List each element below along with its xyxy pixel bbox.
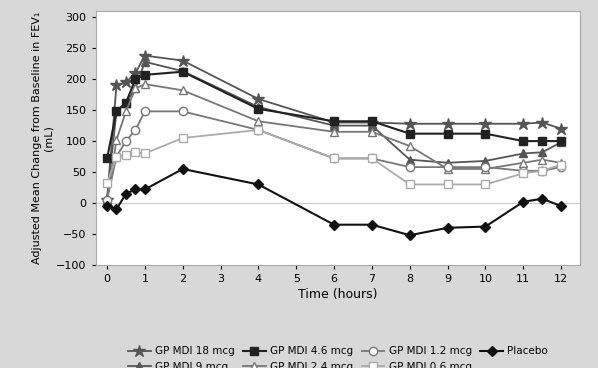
Legend: GP MDI 18 mcg, GP MDI 9 mcg, GP MDI 4.6 mcg, GP MDI 2.4 mcg, GP MDI 1.2 mcg, GP : GP MDI 18 mcg, GP MDI 9 mcg, GP MDI 4.6 … — [128, 346, 548, 368]
Y-axis label: Adjusted Mean Change from Baseline in FEV₁
(mL): Adjusted Mean Change from Baseline in FE… — [32, 12, 53, 264]
X-axis label: Time (hours): Time (hours) — [298, 288, 377, 301]
